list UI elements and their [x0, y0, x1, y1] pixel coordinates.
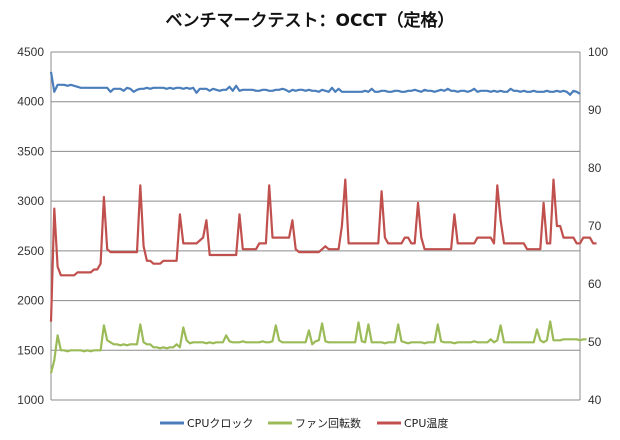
right-tick-label: 90 [588, 103, 602, 117]
legend-label: CPU温度 [404, 416, 448, 430]
chart-title: ベンチマークテスト：OCCT（定格） [166, 10, 455, 31]
left-tick-label: 2000 [17, 294, 44, 308]
legend-label: CPUクロック [187, 417, 253, 430]
series-line-1 [49, 320, 587, 374]
left-tick-label: 2500 [17, 244, 44, 258]
left-tick-label: 3500 [17, 144, 44, 158]
gridlines [50, 51, 581, 401]
left-tick-label: 4000 [17, 95, 44, 109]
right-axis-ticks: 40 50 60 70 80 90 100 [588, 45, 608, 407]
left-tick-label: 3000 [17, 194, 44, 208]
right-tick-label: 100 [588, 45, 608, 59]
left-tick-label: 1000 [17, 393, 44, 407]
right-tick-label: 40 [588, 393, 602, 407]
series-line-0 [49, 71, 581, 96]
series-line-2 [49, 178, 597, 322]
right-tick-label: 70 [588, 219, 602, 233]
left-axis-ticks: 1000 1500 2000 2500 3000 3500 4000 4500 [17, 45, 44, 407]
right-tick-label: 60 [588, 277, 602, 291]
left-tick-label: 4500 [17, 45, 44, 59]
series-lines [49, 71, 597, 374]
right-tick-label: 50 [588, 335, 602, 349]
right-tick-label: 80 [588, 161, 602, 175]
legend-label: ファン回転数 [295, 417, 361, 430]
left-tick-label: 1500 [17, 343, 44, 357]
legend: CPUクロック ファン回転数 CPU温度 [160, 416, 448, 430]
